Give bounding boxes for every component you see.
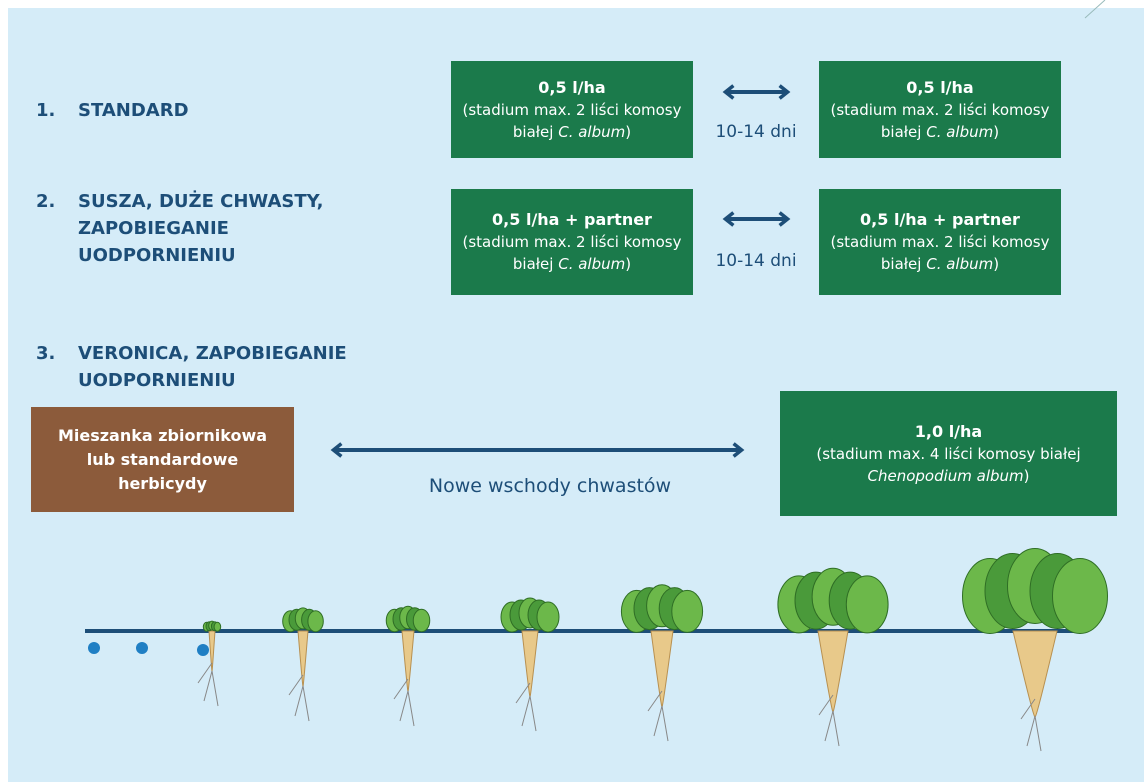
label: STANDARD: [78, 97, 398, 124]
seed: [197, 644, 209, 656]
plants: [88, 549, 1108, 752]
root: [651, 631, 673, 707]
root: [298, 631, 308, 686]
leaf: [537, 602, 559, 632]
species: C. album: [926, 123, 993, 141]
number: 2.: [36, 188, 55, 215]
dose: 0,5 l/ha + partner: [829, 209, 1051, 231]
desc-close: ): [993, 123, 999, 141]
species: C. album: [558, 255, 625, 273]
period-label: Nowe wschody chwastów: [380, 475, 720, 497]
leaf: [413, 609, 430, 632]
interval: 10-14 dni: [696, 122, 816, 142]
species: C. album: [926, 255, 993, 273]
desc-close: ): [993, 255, 999, 273]
label: SUSZA, DUŻE CHWASTY, ZAPOBIEGANIE UODPOR…: [78, 188, 378, 269]
rootlet: [648, 691, 668, 741]
dose: 0,5 l/ha: [829, 77, 1051, 99]
leaf: [672, 590, 703, 632]
root: [1013, 631, 1057, 717]
dose-box: 1,0 l/ha (stadium max. 4 liści komosy bia…: [780, 391, 1117, 516]
label: VERONICA, ZAPOBIEGANIE UODPORNIENIU: [78, 340, 408, 394]
dose-box: 0,5 l/ha + partner(stadium max. 2 liści …: [819, 189, 1061, 295]
seed: [88, 642, 100, 654]
desc: (stadium max. 4 liści komosy białej: [816, 445, 1080, 463]
rootlet: [394, 679, 414, 726]
dose-box: 0,5 l/ha(stadium max. 2 liści komosy bia…: [451, 61, 693, 158]
rootlet: [819, 695, 839, 746]
species: C. album: [558, 123, 625, 141]
dose-box: 0,5 l/ha + partner(stadium max. 2 liści …: [451, 189, 693, 295]
dose: 0,5 l/ha: [461, 77, 683, 99]
species: Chenopodium album: [867, 467, 1023, 485]
desc-close: ): [625, 255, 631, 273]
desc-close: ): [625, 123, 631, 141]
mix-box: Mieszanka zbiornikowa lub standardowe he…: [31, 407, 294, 512]
rootlet: [198, 663, 218, 706]
dose-box: 0,5 l/ha(stadium max. 2 liści komosy bia…: [819, 61, 1061, 158]
number: 1.: [36, 97, 55, 124]
rootlet: [516, 683, 536, 731]
root: [522, 631, 538, 697]
leaf: [846, 576, 888, 633]
interval: 10-14 dni: [696, 251, 816, 271]
dose: 1,0 l/ha: [796, 421, 1101, 443]
desc-close: ): [1024, 467, 1030, 485]
root: [402, 631, 414, 692]
number: 3.: [36, 340, 55, 367]
leaf: [1053, 559, 1108, 634]
leaf: [214, 622, 221, 631]
leaf: [308, 611, 323, 632]
root: [818, 631, 848, 712]
corner-line: [1085, 0, 1105, 18]
rootlet: [289, 675, 309, 721]
dose: 0,5 l/ha + partner: [461, 209, 683, 231]
seed: [136, 642, 148, 654]
page: {"scenarios":[ {"number":"1.","label":"S…: [0, 0, 1144, 782]
